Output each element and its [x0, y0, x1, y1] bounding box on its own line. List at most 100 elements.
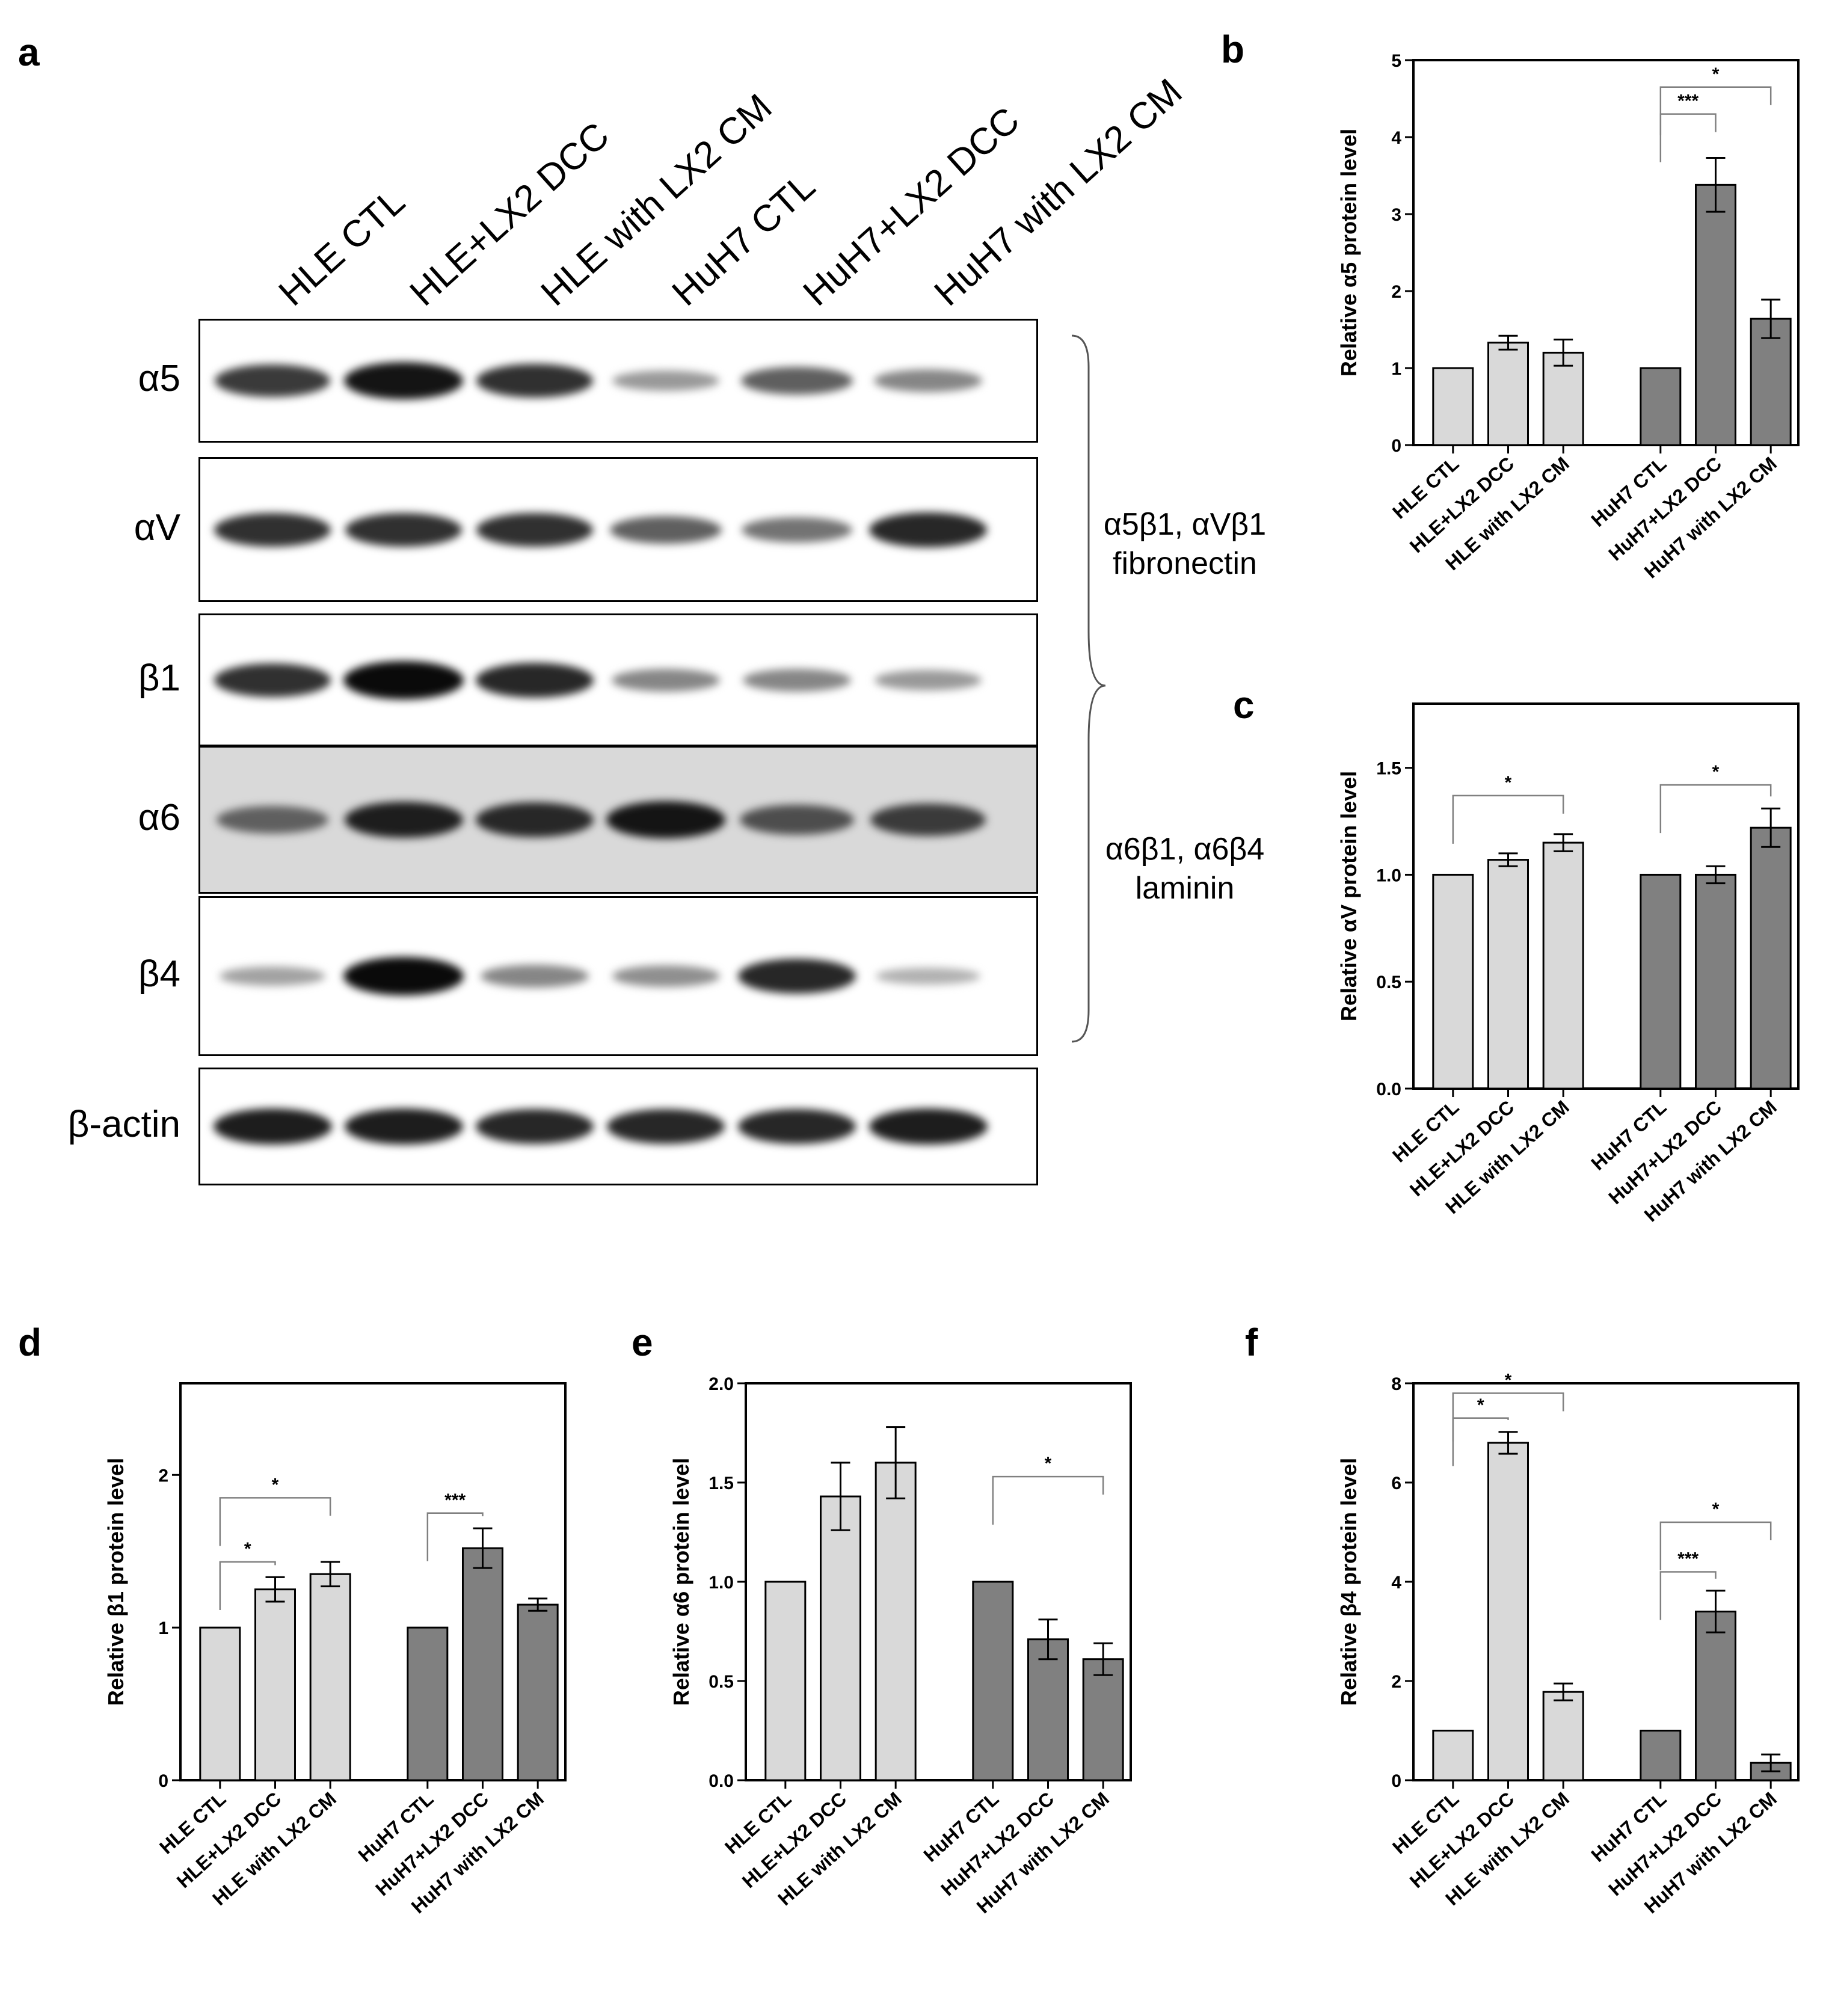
lane-label: HLE with LX2 CM [533, 86, 780, 315]
blot-band [740, 805, 854, 835]
blot-band [343, 660, 464, 699]
significance-label: * [1712, 762, 1720, 782]
y-tick-label: 1.5 [709, 1474, 734, 1493]
blot-band [740, 367, 853, 395]
blot-band [476, 1109, 594, 1144]
blot-strip [198, 319, 1038, 443]
significance-label: * [1045, 1454, 1052, 1474]
y-tick-label: 1 [158, 1618, 168, 1638]
significance-label: * [1505, 1371, 1512, 1391]
bar [1432, 1730, 1474, 1781]
y-tick-label: 0.0 [1376, 1080, 1401, 1099]
blot-band [611, 668, 721, 692]
panel-letter-b: b [1221, 28, 1245, 71]
panel-letter-c: c [1233, 683, 1255, 727]
y-tick-label: 0.0 [709, 1771, 734, 1791]
blot-band [875, 669, 982, 690]
blot-band [344, 1108, 463, 1145]
plot-frame [179, 1382, 567, 1781]
blot-band [476, 364, 593, 398]
bar [199, 1626, 241, 1781]
blot-band [873, 369, 983, 392]
blot-strip [198, 613, 1038, 746]
significance-bracket [426, 1512, 484, 1561]
blot-band [214, 663, 331, 697]
y-tick-label: 4 [1391, 128, 1401, 148]
y-axis-label: Relative α6 protein level [669, 1458, 693, 1706]
y-tick-label: 0 [1391, 436, 1401, 456]
y-tick-label: 8 [1391, 1374, 1401, 1394]
y-tick-label: 5 [1391, 51, 1401, 71]
y-tick-label: 2 [1391, 1672, 1401, 1692]
significance-label: * [272, 1475, 279, 1495]
y-tick-label: 2.0 [709, 1374, 734, 1394]
bar [1750, 318, 1792, 446]
blot-band [480, 965, 589, 988]
blot-strip [198, 457, 1038, 602]
bar [1640, 1730, 1682, 1781]
significance-label: * [1505, 773, 1512, 793]
significance-label: * [1477, 1395, 1484, 1415]
y-tick-label: 6 [1391, 1474, 1401, 1493]
blot-band [609, 515, 722, 544]
blot-row-label: α5 [138, 358, 180, 399]
significance-label: *** [444, 1490, 466, 1510]
group2-label: α6β1, α6β4 laminin [1105, 832, 1265, 906]
group1-label: α5β1, αVβ1 fibronectin [1103, 507, 1267, 581]
significance-bracket [219, 1497, 331, 1546]
y-tick-label: 0.5 [709, 1672, 734, 1692]
bar [1640, 873, 1682, 1090]
blot-band [476, 512, 593, 547]
plot-frame [1412, 59, 1800, 446]
blot-band [214, 364, 331, 397]
bar [1487, 859, 1529, 1090]
bar [1542, 841, 1584, 1090]
bar [1082, 1658, 1124, 1781]
bar [764, 1581, 807, 1781]
significance-label: *** [1677, 91, 1698, 111]
y-axis-label: Relative αV protein level [1336, 771, 1361, 1021]
blot-band [869, 512, 987, 547]
bar [1695, 1611, 1736, 1781]
panel-letter-f: f [1245, 1321, 1258, 1364]
significance-bracket [1452, 794, 1564, 844]
y-tick-label: 0 [158, 1771, 168, 1791]
significance-bracket [1659, 1571, 1717, 1620]
lane-label: HLE CTL [271, 180, 413, 315]
y-tick-label: 0 [1391, 1771, 1401, 1791]
y-tick-label: 1.5 [1376, 759, 1401, 779]
blot-band [213, 1108, 332, 1145]
grouping-brace [1071, 334, 1106, 1043]
y-tick-label: 2 [158, 1466, 168, 1486]
significance-bracket [219, 1561, 276, 1610]
blot-band [476, 802, 594, 837]
plot-frame [1412, 702, 1800, 1090]
lane-label: HuH7 with LX2 CM [926, 70, 1190, 315]
blot-band [476, 662, 594, 698]
blot-band [216, 806, 329, 834]
blot-band [738, 959, 856, 994]
y-axis-label: Relative α5 protein level [1336, 129, 1361, 376]
blot-row-label: α6 [138, 797, 180, 838]
significance-bracket [1452, 1417, 1509, 1466]
lane-label: HuH7+LX2 DCC [795, 99, 1028, 315]
bar [875, 1461, 917, 1781]
blot-band [606, 801, 726, 838]
y-tick-label: 0.5 [1376, 973, 1401, 992]
blot-strip [198, 896, 1038, 1056]
blot-band [344, 802, 463, 838]
panel-letter-e: e [632, 1321, 653, 1364]
blot-strip [198, 1068, 1038, 1185]
blot-row-label: β-actin [67, 1104, 180, 1145]
blot-band [870, 804, 986, 836]
panel-letter-d: d [18, 1321, 42, 1364]
significance-bracket [1452, 1392, 1564, 1442]
y-tick-label: 1.0 [1376, 865, 1401, 885]
blot-band [876, 967, 980, 985]
y-tick-label: 4 [1391, 1573, 1401, 1593]
blot-strip [198, 746, 1038, 894]
significance-bracket [1659, 86, 1772, 135]
significance-label: * [1712, 1499, 1720, 1519]
panel-letter-a: a [18, 31, 40, 74]
